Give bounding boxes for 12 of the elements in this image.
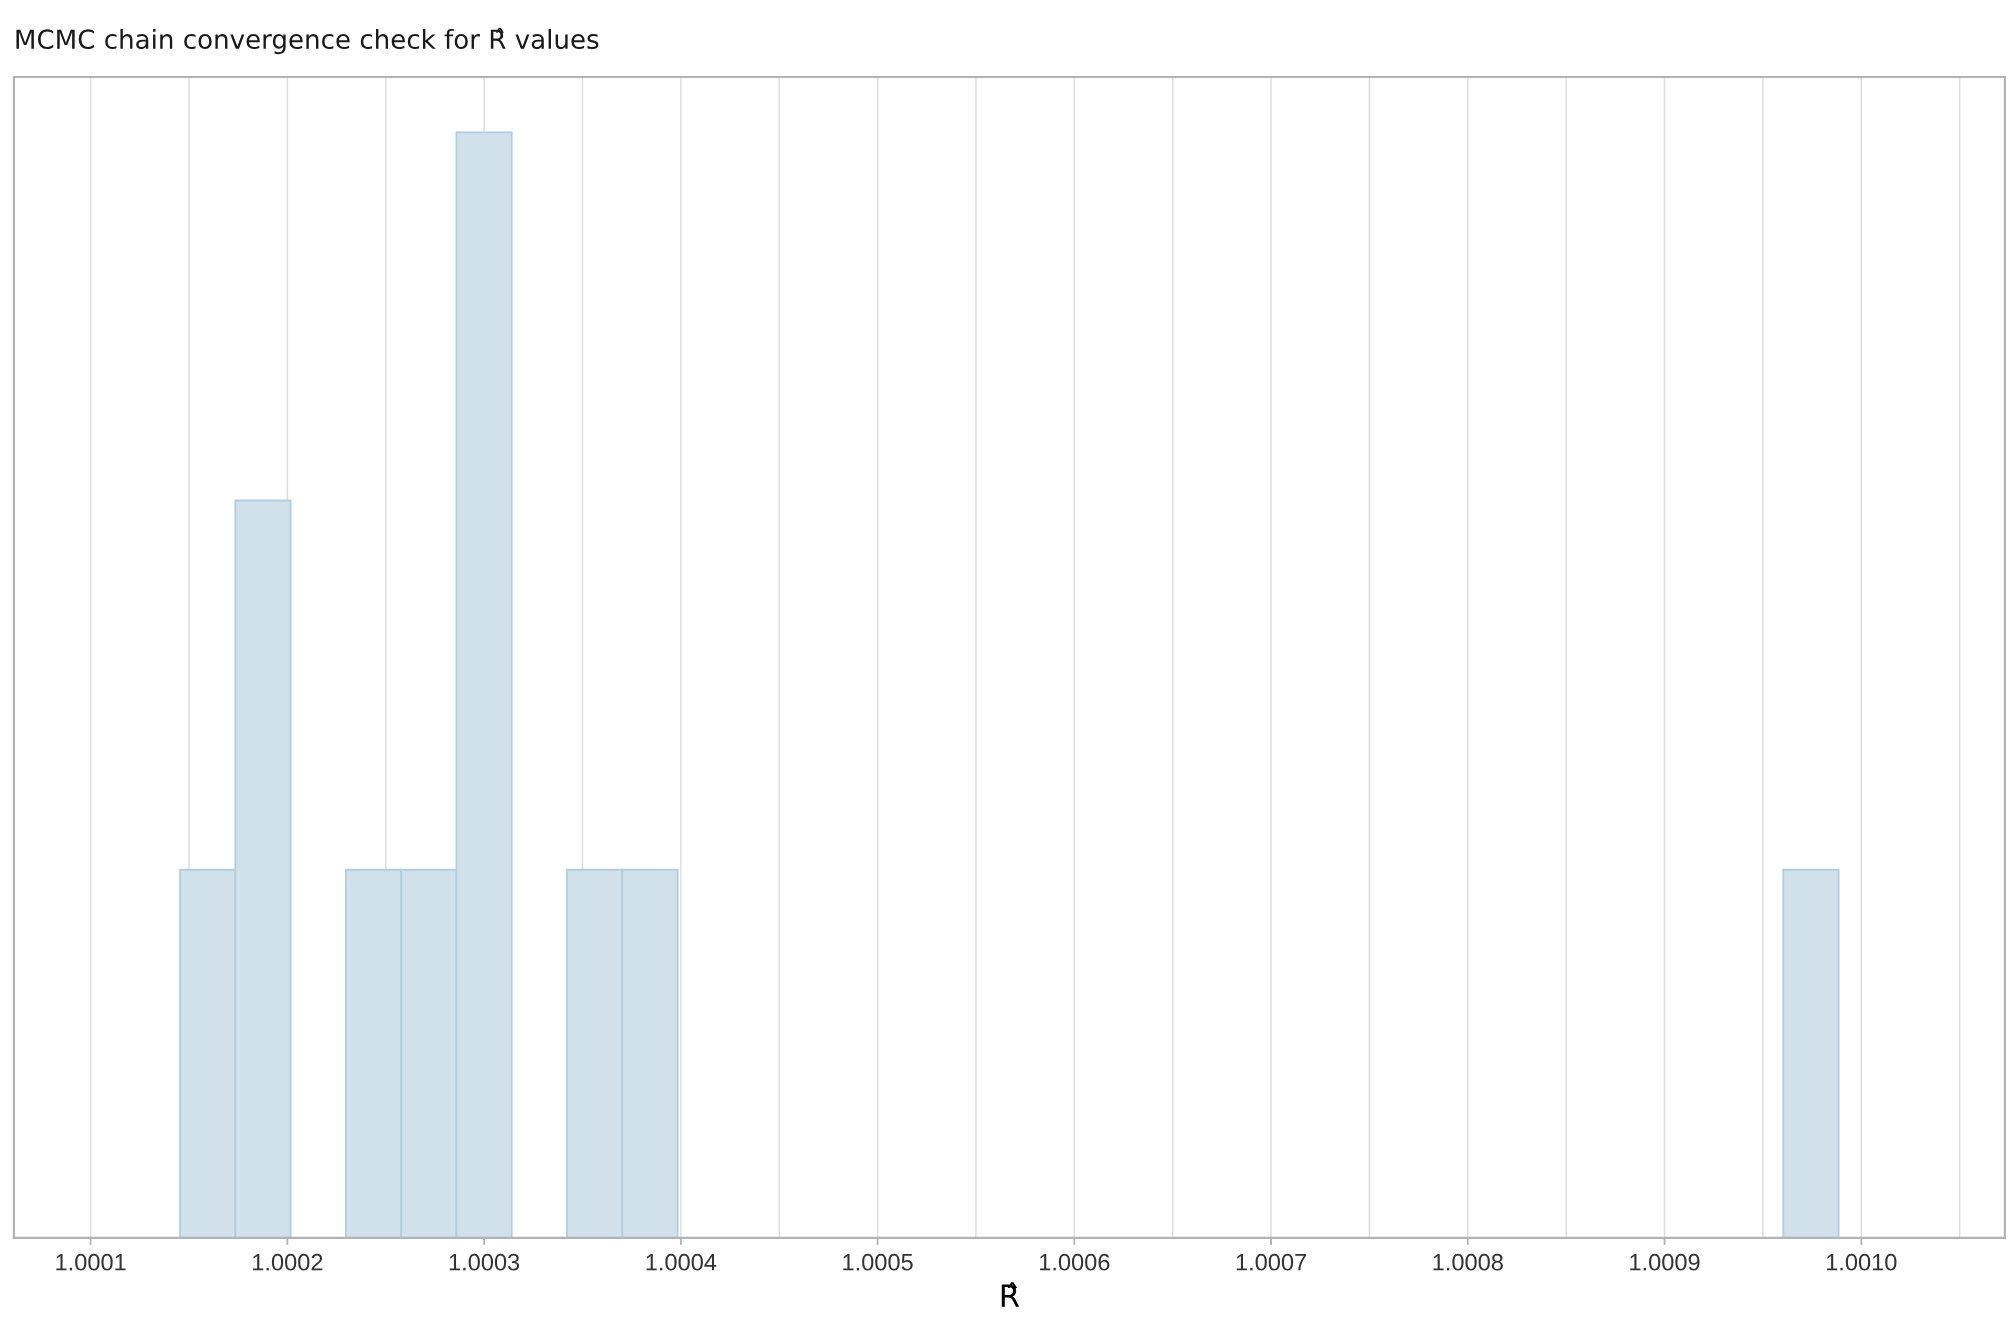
x-tick-label: 1.0004 (646, 1253, 717, 1271)
x-tick-label: 1.0007 (1236, 1253, 1306, 1271)
x-tick-label: 1.0002 (253, 1253, 323, 1271)
x-tick-label: 1.0006 (1040, 1253, 1110, 1271)
x-axis-title: R̂ (1001, 1282, 1020, 1307)
x-tick-label: 1.0008 (1433, 1253, 1503, 1271)
x-tick-label: 1.0005 (843, 1253, 913, 1271)
x-tick-label: 1.0001 (56, 1253, 126, 1271)
chart-title: MCMC chain convergence check for R̂ values (16, 27, 599, 55)
x-tick-label: 1.0003 (449, 1253, 520, 1271)
x-tick-label: 1.0010 (1826, 1253, 1897, 1271)
x-tick-label: 1.0009 (1630, 1253, 1700, 1271)
